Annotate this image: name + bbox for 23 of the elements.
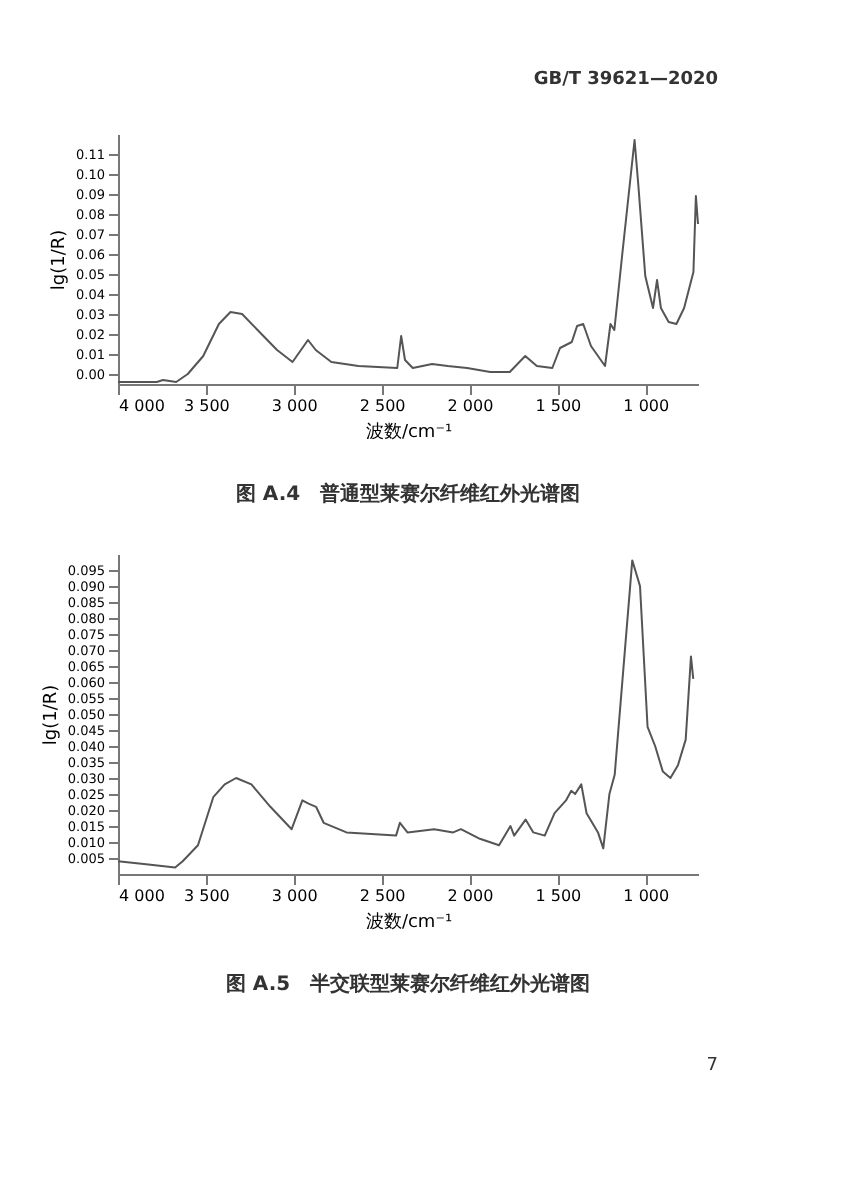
x-tick-label: 1 000 [623,397,670,415]
x-tick-label: 4 000 [119,397,165,415]
x-tick-label: 3 500 [183,397,230,415]
x-tick-label: 3 000 [271,397,318,415]
text: GB/T 39621—2020 [533,70,718,90]
x-tick-label: 3 500 [183,887,230,905]
y-axis-title: lg(1/R) [41,684,62,746]
x-tick-label: 2 500 [359,397,406,415]
text: 图 A.4 普通型莱赛尔纤维红外光谱图 [235,482,581,506]
x-axis-title: 波数/cm⁻¹ [365,911,453,933]
text: 图 A.5 半交联型莱赛尔纤维红外光谱图 [225,972,591,996]
x-tick-label: 3 000 [271,887,318,905]
x-tick-label: 1 000 [623,887,670,905]
x-tick-label: 2 000 [447,887,494,905]
x-tick-label: 1 500 [535,887,582,905]
x-tick-label: 2 500 [359,887,406,905]
text: 7 [706,1056,718,1076]
x-tick-label: 1 500 [535,397,582,415]
x-tick-label: 2 000 [447,397,494,415]
line-series [117,559,695,869]
x-axis-title: 波数/cm⁻¹ [365,421,453,443]
y-axis-title: lg(1/R) [50,229,71,291]
x-tick-label: 4 000 [119,887,165,905]
